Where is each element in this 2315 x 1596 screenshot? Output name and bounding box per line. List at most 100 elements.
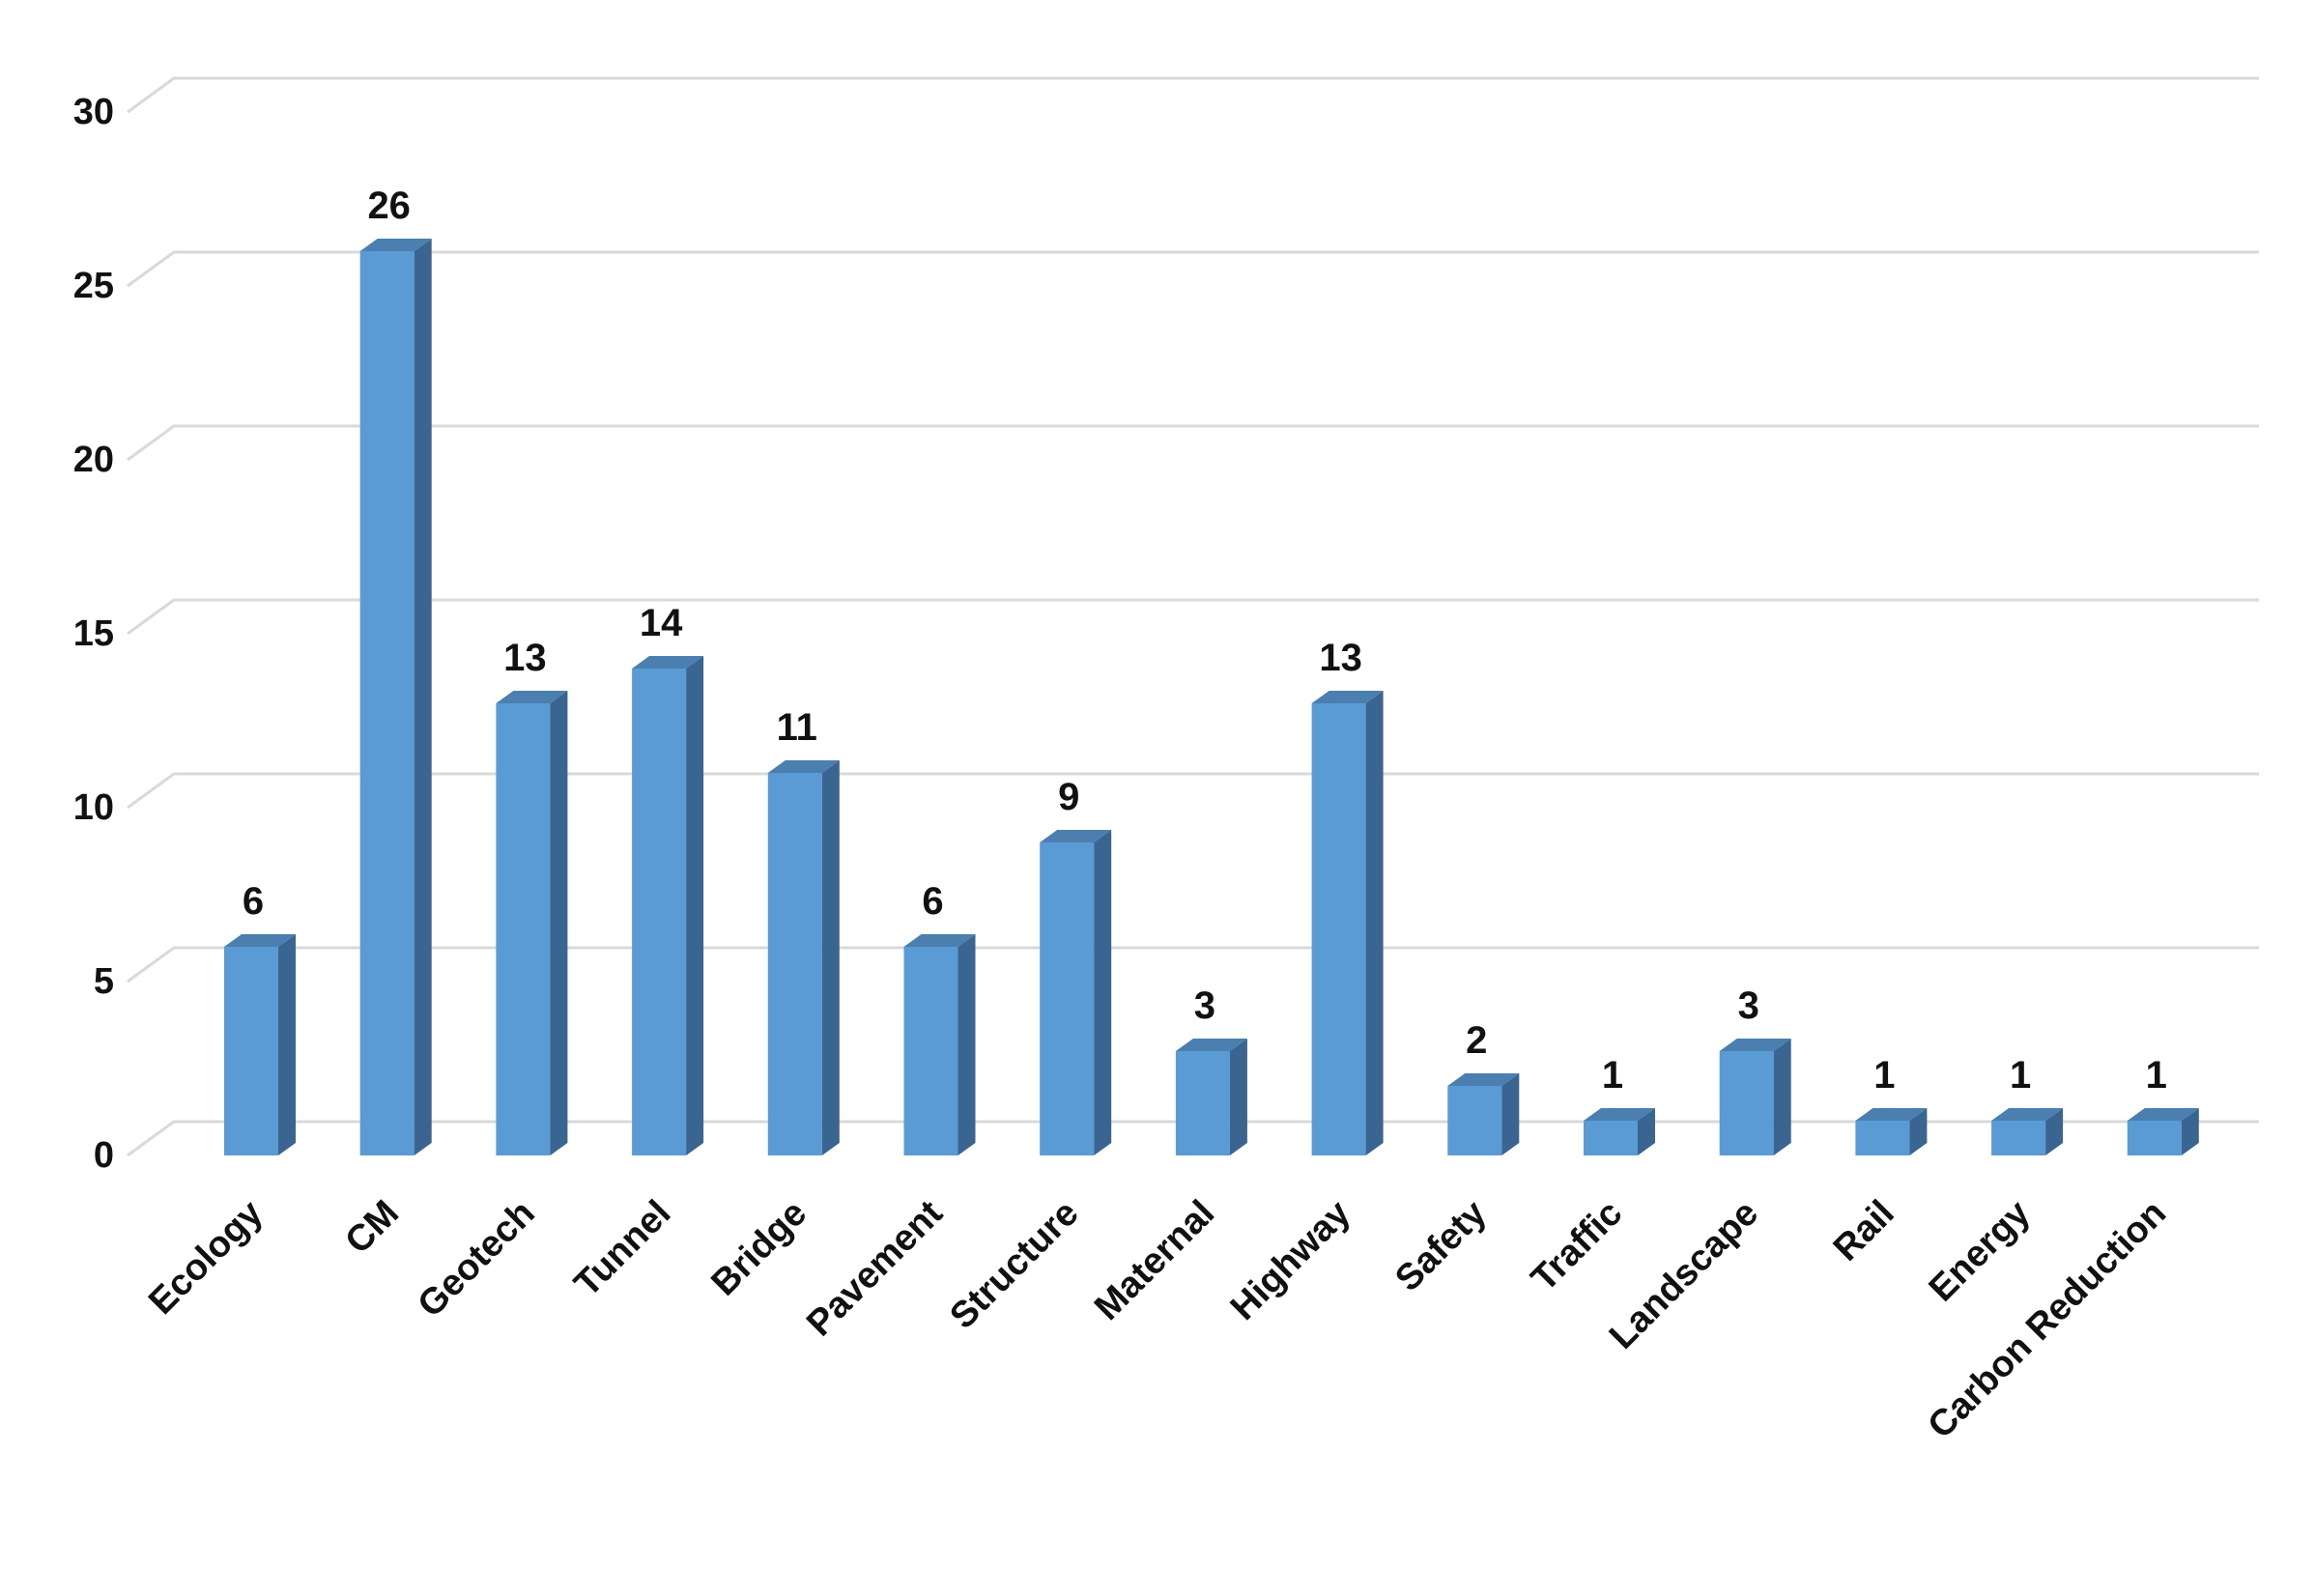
bar-front [359,251,414,1155]
data-label: 1 [2146,1054,2167,1097]
data-label: 13 [1319,637,1362,679]
gridline [127,1120,2259,1157]
gridline [127,946,2259,983]
data-label: 9 [1058,776,1079,818]
bar-side [1365,691,1384,1155]
bar-front [1311,703,1366,1155]
gridline [127,250,2259,288]
bar-top [2127,1108,2199,1121]
bar-top [359,239,432,251]
bar [1991,1108,2064,1155]
bars [224,239,2199,1155]
data-label: 1 [2010,1054,2031,1097]
x-tick-label: CM [338,1193,407,1262]
bar-top [224,934,296,947]
y-tick-label: 10 [73,787,114,828]
bar-front [1447,1086,1502,1155]
bar [632,656,704,1155]
bar-front [496,703,551,1155]
bar-top [1311,691,1384,703]
y-axis-ticks: 0 5 10 15 20 25 30 [73,92,114,1176]
bar [1584,1108,1655,1155]
bar-front [1991,1121,2046,1155]
x-tick-label: Carbon Reduction [1921,1193,2175,1447]
data-label: 2 [1466,1019,1487,1062]
bar-side [550,691,568,1155]
gridline [127,424,2259,462]
bar-side [1501,1073,1520,1155]
bar-side [414,239,432,1155]
bar [1855,1108,1928,1155]
data-label: 6 [922,880,943,923]
bar-top [903,934,976,947]
bar [1175,1039,1247,1155]
x-tick-label: Highway [1223,1193,1358,1328]
bar-front [903,947,958,1155]
bar [1719,1039,1791,1155]
y-tick-label: 0 [94,1135,114,1176]
x-tick-label: Energy [1922,1193,2039,1310]
bar [1040,830,1112,1155]
y-tick-label: 25 [73,266,114,306]
bar-top [1584,1108,1655,1121]
x-tick-label: Traffic [1524,1193,1630,1299]
gridline [127,772,2259,810]
x-tick-label: Tunnel [567,1193,679,1305]
x-tick-label: Landscape [1602,1193,1766,1357]
bar-front [1719,1051,1774,1155]
bar-front [2127,1121,2182,1155]
bar-front [224,947,278,1155]
bar-top [1855,1108,1928,1121]
bar [767,760,840,1155]
x-tick-label: Structure [942,1193,1086,1337]
bar [903,934,976,1155]
data-label: 11 [777,706,817,749]
bar [224,934,296,1155]
y-tick-label: 5 [94,961,114,1002]
bar-side [2181,1108,2199,1155]
bar-front [632,669,687,1155]
bar-top [767,760,840,773]
bar-side [278,934,296,1155]
data-label: 1 [1602,1054,1623,1097]
bar-top [1991,1108,2064,1121]
bar-side [1229,1039,1247,1155]
gridline [127,76,2259,114]
bar-top [496,691,568,703]
bar-front [1855,1121,1910,1155]
data-label: 3 [1194,984,1215,1027]
bar [359,239,432,1155]
bar-top [1175,1039,1247,1051]
data-label: 1 [1873,1054,1895,1097]
y-tick-label: 20 [73,440,114,480]
bar-side [2045,1108,2064,1155]
bar [1311,691,1384,1155]
x-tick-label: Ecology [141,1193,271,1323]
bar-top [632,656,704,669]
data-label: 13 [503,637,547,679]
data-label: 3 [1738,984,1759,1027]
bar-front [1040,842,1095,1155]
x-tick-label: Maternal [1087,1193,1222,1328]
bar-top [1040,830,1112,842]
bar-side [957,934,976,1155]
data-label: 14 [640,602,683,644]
y-tick-label: 15 [73,613,114,654]
x-tick-label: Bridge [703,1193,815,1304]
bar [1447,1073,1520,1155]
x-tick-label: Pavement [799,1192,951,1344]
bar-front [767,773,822,1155]
bar-top [1719,1039,1791,1051]
data-label: 26 [367,185,411,227]
x-tick-label: Safety [1387,1193,1494,1299]
bar-side [821,760,840,1155]
x-axis-categories: Ecology CM Geotech Tunnel BridgePavementStru… [141,1192,2174,1446]
x-tick-label: Rail [1826,1193,1902,1269]
x-tick-label: Geotech [411,1193,543,1325]
bar-top [1447,1073,1520,1086]
gridlines [127,76,2259,1157]
bar [2127,1108,2199,1155]
bar [496,691,568,1155]
